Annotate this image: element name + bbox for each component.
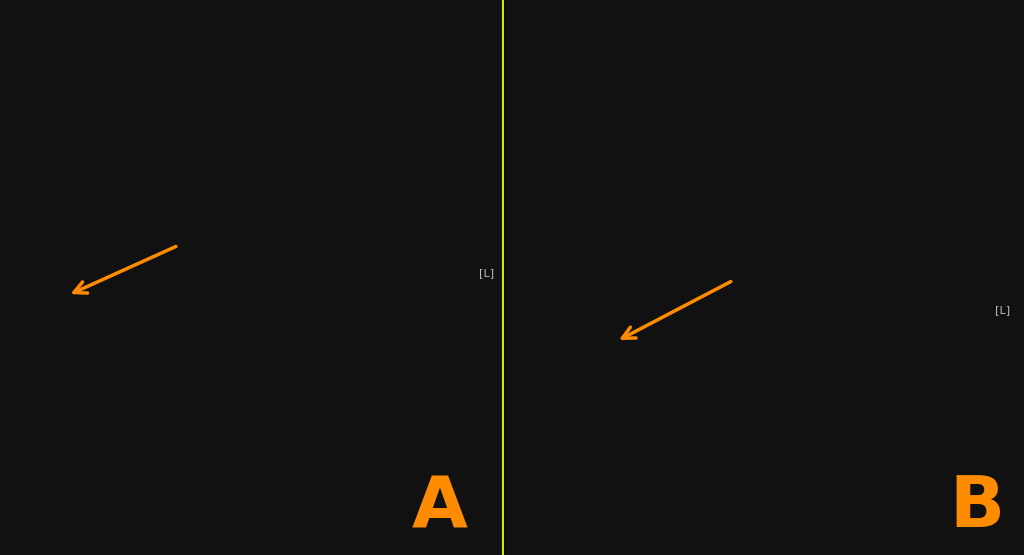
Text: [L]: [L]: [994, 305, 1010, 315]
Text: [L]: [L]: [479, 268, 495, 278]
Text: A: A: [412, 473, 468, 542]
Text: B: B: [949, 473, 1005, 542]
